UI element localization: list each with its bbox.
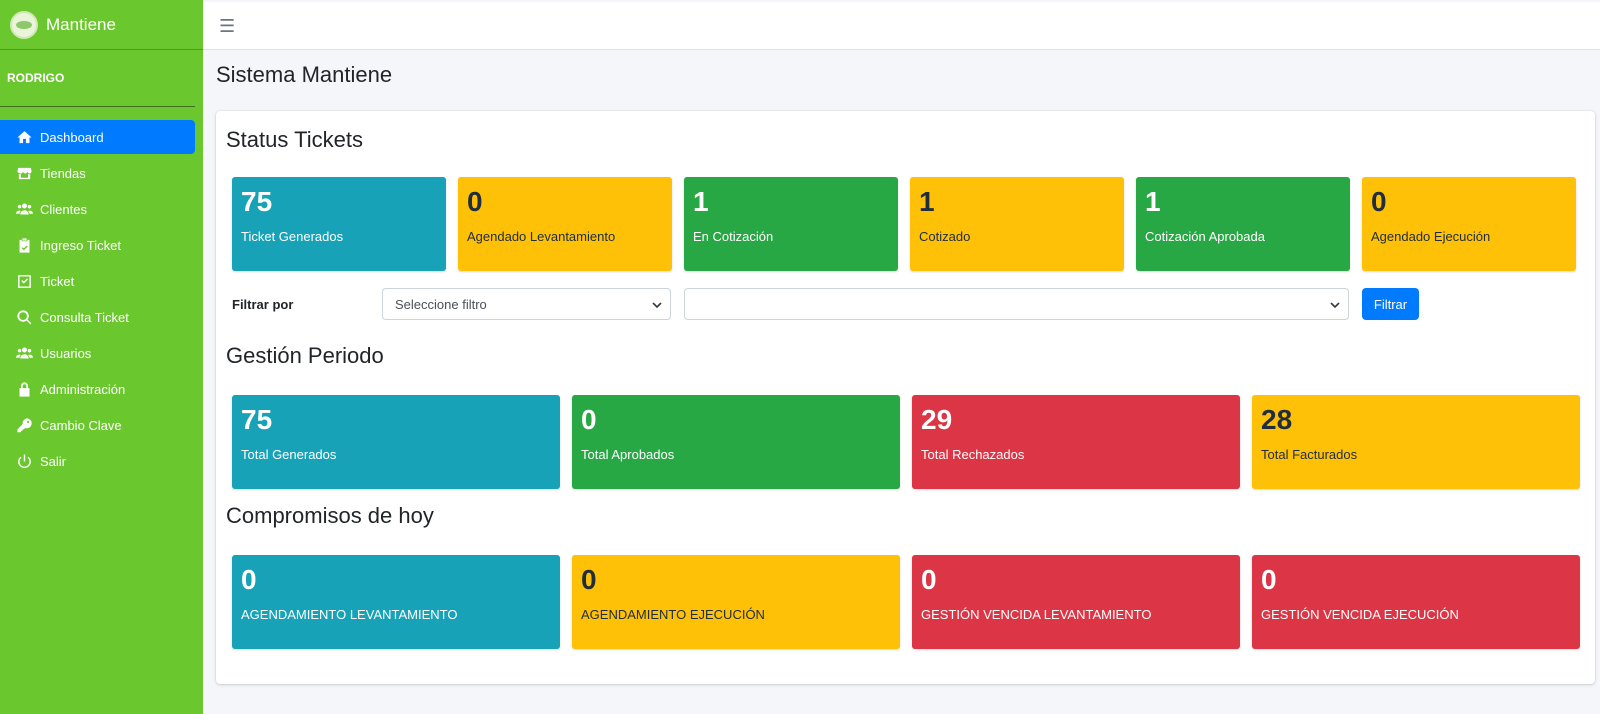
stat-label: Cotizado <box>919 229 971 244</box>
compromisos-title: Compromisos de hoy <box>226 503 434 528</box>
sidebar-item-label: Administración <box>40 381 126 397</box>
stat-value: 0 <box>581 564 597 595</box>
stat-value: 0 <box>467 186 483 217</box>
gestion-periodo-title: Gestión Periodo <box>226 343 384 368</box>
store-icon <box>14 165 34 181</box>
check-square-icon <box>14 273 34 289</box>
chevron-down-icon <box>1330 298 1340 309</box>
page-title: Sistema Mantiene <box>216 62 393 87</box>
stat-box[interactable]: 75 Ticket Generados <box>232 177 446 271</box>
sidebar-item-label: Consulta Ticket <box>40 309 129 325</box>
stat-value: 0 <box>1261 564 1277 595</box>
users-icon <box>14 345 34 361</box>
sidebar-item-usuarios[interactable]: Usuarios <box>0 336 195 370</box>
sidebar-item-label: Cambio Clave <box>40 417 122 433</box>
stat-box[interactable]: 29 Total Rechazados <box>912 395 1240 489</box>
stat-label: Total Aprobados <box>581 447 675 462</box>
compromisos-row: 0 AGENDAMIENTO LEVANTAMIENTO 0 AGENDAMIE… <box>232 555 1580 649</box>
stat-value: 0 <box>921 564 937 595</box>
home-icon <box>14 129 34 145</box>
hamburger-menu-icon[interactable]: ☰ <box>219 15 236 36</box>
filter-row: Filtrar por Seleccione filtro Filtrar <box>232 288 1419 320</box>
sidebar-item-label: Salir <box>40 453 67 469</box>
stat-box[interactable]: 0 GESTIÓN VENCIDA EJECUCIÓN <box>1252 555 1580 649</box>
sidebar-item-label: Ingreso Ticket <box>40 237 121 253</box>
power-icon <box>14 453 34 469</box>
users-icon <box>14 201 34 217</box>
status-tickets-title: Status Tickets <box>226 127 363 152</box>
stat-value: 29 <box>921 404 953 435</box>
stat-box[interactable]: 0 Agendado Ejecución <box>1362 177 1576 271</box>
sidebar-item-ingreso-ticket[interactable]: Ingreso Ticket <box>0 228 195 262</box>
stat-box[interactable]: 1 Cotizado <box>910 177 1124 271</box>
chevron-down-icon <box>652 298 662 309</box>
sidebar-item-ticket[interactable]: Ticket <box>0 264 195 298</box>
gestion-periodo-row: 75 Total Generados 0 Total Aprobados 29 … <box>232 395 1580 489</box>
filter-type-select[interactable]: Seleccione filtro <box>382 288 671 320</box>
dashboard-card: Status Tickets 75 Ticket Generados 0 Age… <box>216 111 1595 684</box>
topbar: ☰ <box>203 2 1600 50</box>
sidebar-nav: Dashboard Tiendas Clientes Ingreso Ticke… <box>0 120 203 478</box>
brand-name: Mantiene <box>46 14 116 34</box>
sidebar-item-cambio-clave[interactable]: Cambio Clave <box>0 408 195 442</box>
stat-label: En Cotización <box>693 229 774 244</box>
stat-box[interactable]: 1 Cotización Aprobada <box>1136 177 1350 271</box>
stat-box[interactable]: 0 GESTIÓN VENCIDA LEVANTAMIENTO <box>912 555 1240 649</box>
sidebar-item-label: Usuarios <box>40 345 92 361</box>
stat-box[interactable]: 0 AGENDAMIENTO LEVANTAMIENTO <box>232 555 560 649</box>
user-panel: RODRIGO <box>0 50 195 107</box>
stat-value: 0 <box>1371 186 1387 217</box>
stat-value: 0 <box>581 404 597 435</box>
brand-link[interactable]: Mantiene <box>0 0 203 50</box>
sidebar-item-tiendas[interactable]: Tiendas <box>0 156 195 190</box>
stat-label: Agendado Ejecución <box>1371 229 1491 244</box>
stat-box[interactable]: 0 AGENDAMIENTO EJECUCIÓN <box>572 555 900 649</box>
stat-value: 1 <box>693 186 709 217</box>
stat-label: AGENDAMIENTO LEVANTAMIENTO <box>241 607 458 622</box>
stat-label: Total Facturados <box>1261 447 1358 462</box>
lock-icon <box>14 381 34 397</box>
stat-value: 1 <box>919 186 935 217</box>
sidebar-item-dashboard[interactable]: Dashboard <box>0 120 195 154</box>
stat-box[interactable]: 0 Agendado Levantamiento <box>458 177 672 271</box>
filter-button[interactable]: Filtrar <box>1362 288 1419 320</box>
stat-box[interactable]: 0 Total Aprobados <box>572 395 900 489</box>
sidebar-item-clientes[interactable]: Clientes <box>0 192 195 226</box>
sidebar-item-label: Dashboard <box>40 129 104 145</box>
stat-label: Agendado Levantamiento <box>467 229 616 244</box>
stat-box[interactable]: 1 En Cotización <box>684 177 898 271</box>
stat-label: Total Generados <box>241 447 337 462</box>
sidebar-item-label: Clientes <box>40 201 87 217</box>
stat-value: 75 <box>241 186 273 217</box>
filter-label: Filtrar por <box>232 296 294 312</box>
stat-label: AGENDAMIENTO EJECUCIÓN <box>581 607 765 622</box>
brand-logo <box>10 10 38 39</box>
stat-value: 1 <box>1145 186 1161 217</box>
search-icon <box>14 309 34 325</box>
status-tickets-row: 75 Ticket Generados 0 Agendado Levantami… <box>232 177 1576 271</box>
filter-type-select-value: Seleccione filtro <box>395 296 487 312</box>
filter-value-select[interactable] <box>684 288 1349 320</box>
sidebar-item-administracion[interactable]: Administración <box>0 372 195 406</box>
stat-value: 0 <box>241 564 257 595</box>
stat-label: Ticket Generados <box>241 229 344 244</box>
clipboard-check-icon <box>14 237 34 253</box>
user-name[interactable]: RODRIGO <box>7 71 65 85</box>
sidebar-item-label: Ticket <box>40 273 75 289</box>
stat-label: GESTIÓN VENCIDA EJECUCIÓN <box>1261 607 1459 622</box>
key-icon <box>14 417 34 433</box>
stat-value: 28 <box>1261 404 1293 435</box>
stat-label: Total Rechazados <box>921 447 1025 462</box>
stat-box[interactable]: 28 Total Facturados <box>1252 395 1580 489</box>
stat-box[interactable]: 75 Total Generados <box>232 395 560 489</box>
stat-label: GESTIÓN VENCIDA LEVANTAMIENTO <box>921 607 1152 622</box>
stat-label: Cotización Aprobada <box>1145 229 1265 244</box>
sidebar: Mantiene RODRIGO Dashboard Tiendas Clien… <box>0 0 203 714</box>
sidebar-item-label: Tiendas <box>40 165 86 181</box>
sidebar-item-salir[interactable]: Salir <box>0 444 195 478</box>
sidebar-item-consulta-ticket[interactable]: Consulta Ticket <box>0 300 195 334</box>
stat-value: 75 <box>241 404 273 435</box>
